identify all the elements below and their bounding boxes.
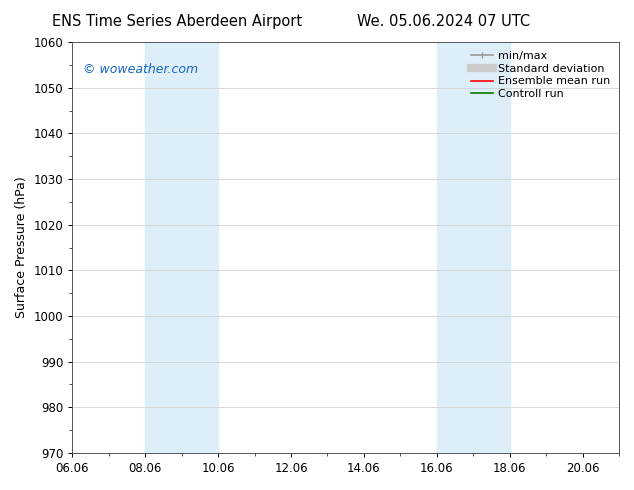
Bar xyxy=(473,42,510,453)
Bar xyxy=(145,42,218,453)
Text: ENS Time Series Aberdeen Airport: ENS Time Series Aberdeen Airport xyxy=(53,14,302,29)
Text: We. 05.06.2024 07 UTC: We. 05.06.2024 07 UTC xyxy=(357,14,531,29)
Legend: min/max, Standard deviation, Ensemble mean run, Controll run: min/max, Standard deviation, Ensemble me… xyxy=(468,48,614,102)
Y-axis label: Surface Pressure (hPa): Surface Pressure (hPa) xyxy=(15,176,28,318)
Text: © woweather.com: © woweather.com xyxy=(83,63,198,75)
Bar xyxy=(437,42,473,453)
